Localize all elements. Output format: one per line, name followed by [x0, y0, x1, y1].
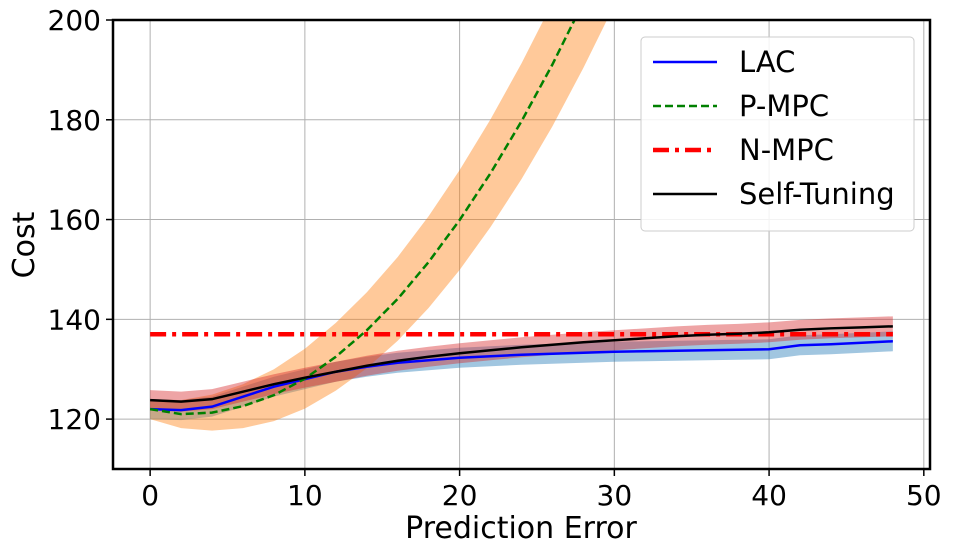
legend: LAC P-MPC N-MPC Self-Tuning — [640, 36, 915, 232]
x-tick-label: 30 — [597, 479, 633, 512]
confidence-band — [150, 20, 607, 431]
confidence-band — [150, 331, 893, 421]
confidence-band — [150, 316, 893, 412]
x-tick-label: 10 — [287, 479, 323, 512]
x-tick-label: 50 — [906, 479, 942, 512]
legend-label: N-MPC — [739, 133, 834, 167]
axes-frame — [111, 18, 932, 471]
plot-area — [149, 20, 893, 431]
y-tick-label: 160 — [48, 204, 101, 237]
series-line — [150, 340, 893, 412]
x-axis-label: Prediction Error — [405, 511, 637, 546]
y-tick-label: 180 — [48, 104, 101, 137]
y-axis-label: Cost — [7, 211, 42, 278]
series-line — [150, 325, 893, 403]
ticks: 0 10 20 30 40 50 120 140 160 180 200 — [48, 4, 942, 512]
x-tick-label: 40 — [751, 479, 787, 512]
y-tick-label: 200 — [48, 4, 101, 37]
legend-label: P-MPC — [739, 89, 829, 123]
series-line — [149, 20, 576, 416]
legend-label: LAC — [739, 45, 795, 79]
y-tick-label: 140 — [48, 303, 101, 336]
x-tick-label: 20 — [442, 479, 478, 512]
legend-box — [640, 36, 915, 232]
x-tick-label: 0 — [141, 479, 159, 512]
legend-label: Self-Tuning — [739, 177, 895, 211]
y-tick-label: 120 — [48, 403, 101, 436]
